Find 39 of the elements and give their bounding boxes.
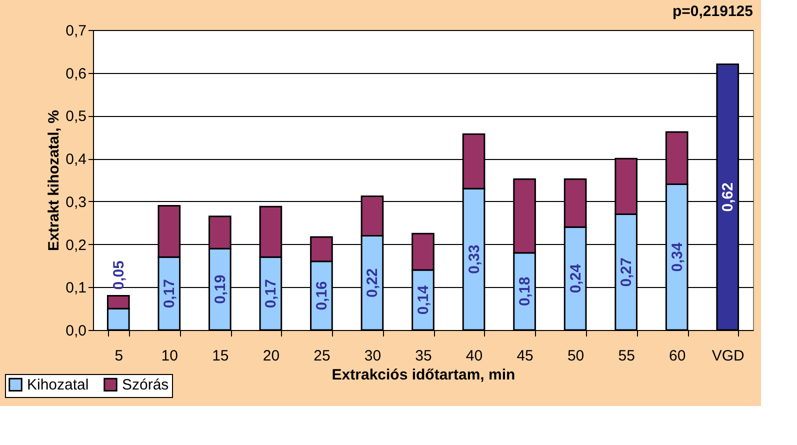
data-label: 0,24 [567, 263, 584, 294]
data-label: 0,05 [110, 260, 128, 290]
y-tick-label: 0,5 [66, 108, 86, 126]
y-tick-label: 0,0 [66, 322, 86, 340]
x-tick-label: 35 [415, 348, 432, 364]
x-tick-label: 40 [466, 348, 483, 364]
y-tick-label: 0,3 [66, 194, 86, 211]
data-label: 0,27 [618, 258, 636, 287]
data-label: 0,22 [364, 268, 382, 298]
x-tick-label: 55 [618, 348, 635, 364]
y-tick-label: 0,6 [66, 65, 86, 82]
x-tick-label: VGD [712, 348, 745, 364]
x-axis-title: Extrakciós időtartam, min [332, 366, 516, 384]
x-tick-label: 15 [212, 348, 229, 364]
y-tick-label: 0,4 [66, 151, 86, 168]
x-tick-label: 25 [314, 348, 330, 364]
data-label: 0,34 [668, 242, 686, 272]
data-label: 0,14 [415, 284, 432, 315]
chart-title: p=0,219125 [672, 3, 753, 20]
data-label: 0,19 [212, 274, 229, 304]
y-tick-label: 0,7 [66, 22, 86, 40]
data-label: 0,18 [516, 276, 534, 306]
legend-label: Szórás [122, 376, 169, 394]
y-axis-title: Extrakt kihozatal, % [46, 110, 63, 251]
x-tick-label: 30 [364, 348, 382, 364]
data-label: 0,33 [466, 244, 483, 274]
y-tick-label: 0,2 [66, 236, 86, 254]
data-label: 0,16 [313, 281, 330, 310]
legend-label: Kihozatal [27, 376, 89, 394]
x-tick-label: 50 [567, 348, 584, 364]
x-tick-label: 10 [161, 348, 178, 364]
x-tick-label: 60 [669, 348, 686, 364]
data-label: 0,62 [720, 182, 737, 212]
data-label: 0,17 [262, 278, 280, 308]
x-tick-label: 20 [262, 348, 280, 364]
y-tick-label: 0,1 [66, 280, 86, 297]
x-tick-label: 5 [114, 348, 124, 364]
x-tick-label: 45 [516, 348, 534, 364]
data-label: 0,17 [161, 278, 178, 308]
